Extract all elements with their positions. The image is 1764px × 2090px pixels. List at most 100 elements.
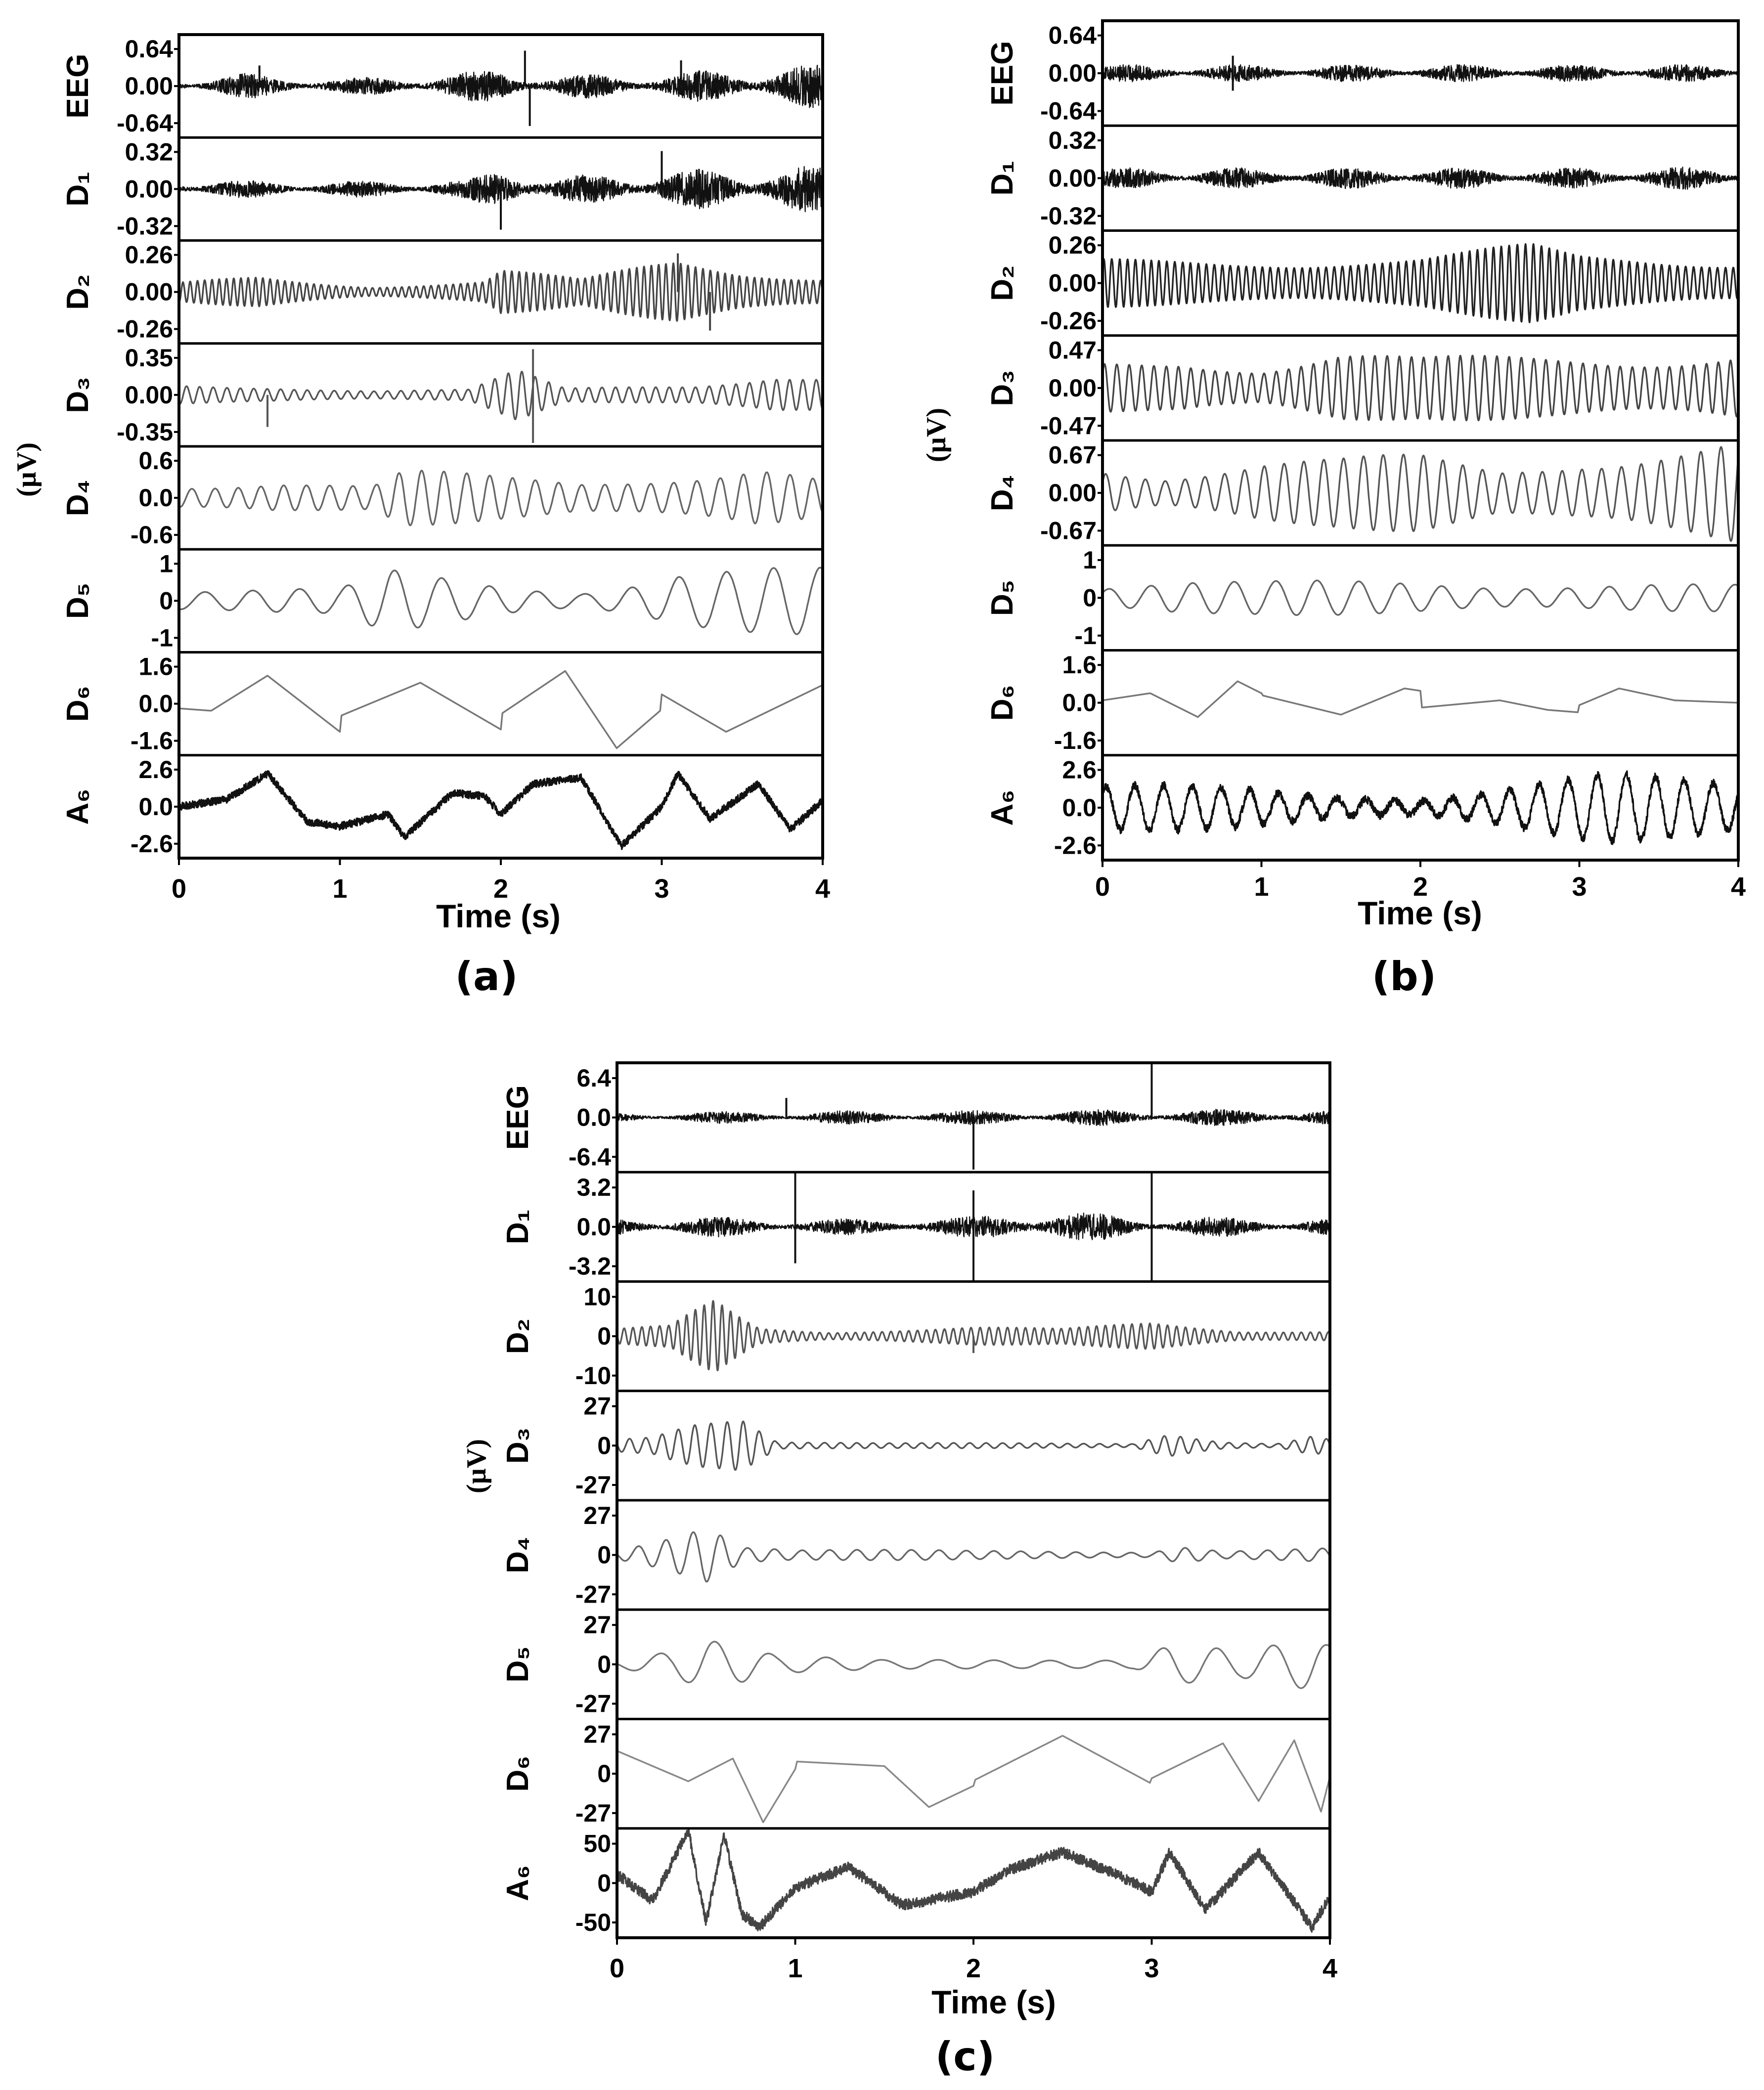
series-line-d3 [1102,354,1739,422]
series-line-d2 [1102,243,1739,323]
row-label-a6: A₆ [985,789,1019,826]
series-line-d6 [1102,680,1739,718]
row-label-d3: D₃ [501,1428,535,1464]
y-tick-label: 0 [597,1651,611,1678]
panel-c-caption: (c) [935,2034,995,2080]
y-tick-label: 0 [159,587,173,614]
x-tick-label: 2 [966,1954,981,1983]
y-tick-label: 0 [597,1432,611,1459]
y-tick-label: -10 [575,1362,611,1390]
y-tick-label: -27 [575,1690,611,1718]
subplot-d4: 0.6 0.0 -0.6 D₄ [61,445,824,549]
y-tick-label: -0.26 [117,315,173,343]
y-tick-label: -0.64 [117,109,173,137]
row-label-eeg: EEG [61,54,95,119]
y-tick-label: 0.0 [1062,689,1097,717]
series-line-d1 [1102,167,1739,190]
series-line-d2 [616,1300,1331,1371]
y-tick-label: 0.0 [138,484,173,512]
row-label-eeg: EEG [501,1085,535,1150]
row-label-a6: A₆ [501,1865,535,1901]
y-tick-label: -0.35 [117,418,173,446]
y-tick-label: -0.26 [1040,307,1097,335]
series-line-d5 [178,566,824,635]
y-tick-label: 0 [597,1869,611,1897]
subplot-d2: 0.26 0.00 -0.26 D₂ [61,239,824,343]
y-tick-label: 0.00 [1049,59,1097,87]
y-tick-label: 0.00 [125,278,173,306]
y-tick-label: -0.47 [1040,412,1097,439]
y-tick-label: -0.6 [131,521,173,549]
subplot-d2: 10 0 -10 D₂ [501,1280,1331,1390]
y-tick-label: 0.67 [1049,441,1097,469]
y-tick-label: 1.6 [1062,651,1097,679]
x-tick-label: 2 [1413,872,1428,902]
row-label-d2: D₂ [985,265,1019,301]
row-label-d5: D₅ [985,580,1019,616]
series-line-a6 [178,770,824,850]
y-tick-label: 0 [1083,584,1097,611]
subplot-eeg: 0.64 0.00 -0.64 EEG [985,22,1739,125]
y-tick-label: 0.26 [1049,231,1097,259]
y-tick-label: 6.4 [576,1064,611,1092]
y-tick-label: 0.32 [1049,127,1097,154]
panel-a-x-axis-title: Time (s) [436,898,561,934]
y-tick-label: 1 [159,550,173,577]
subplot-a6: 2.6 0.0 -2.6 A₆ [985,754,1739,859]
panel-b-unit-label: (µV) [921,408,952,462]
y-tick-label: 0.00 [1049,269,1097,297]
series-line-d2 [178,262,824,322]
panel-b: (µV) 0.640.00-0.64EEG0.320.00-0.32D₁0.26… [921,19,1746,1000]
y-tick-label: 27 [583,1720,611,1748]
y-tick-label: 0.0 [576,1213,611,1241]
panel-a-unit-label: (µV) [11,442,42,497]
series-line-eeg [1102,64,1739,83]
panel-b-caption: (b) [1372,954,1436,1000]
y-tick-label: 3.2 [576,1174,611,1201]
x-tick-label: 4 [1323,1954,1337,1983]
y-tick-label: 2.6 [138,756,173,784]
row-label-d4: D₄ [501,1536,535,1573]
y-tick-label: 0.26 [125,241,173,269]
series-line-d5 [616,1641,1331,1689]
subplot-d6: 1.6 0.0 -1.6 D₆ [985,649,1739,754]
y-tick-label: -0.67 [1040,517,1097,545]
panel-a: (µV) 0.640.00-0.64EEG0.320.00-0.32D₁0.26… [11,33,830,1000]
y-tick-label: -27 [575,1471,611,1499]
y-tick-label: 1.6 [138,653,173,681]
row-label-d4: D₄ [61,479,95,516]
y-tick-label: -1 [1075,622,1097,650]
row-label-d2: D₂ [61,274,95,309]
series-line-d5 [1102,579,1739,616]
y-tick-label: 50 [583,1830,611,1858]
row-label-d1: D₁ [61,172,95,206]
x-tick-label: 2 [493,874,508,904]
row-label-d3: D₃ [985,370,1019,406]
row-label-d1: D₁ [501,1210,535,1244]
subplot-d1: 0.32 0.00 -0.32 D₁ [985,124,1739,230]
y-tick-label: 0.64 [125,35,174,63]
panel-c-subplots: 6.40.0-6.4EEG3.20.0-3.2D₁100-10D₂270-27D… [501,1061,1337,1983]
series-line-a6 [1102,770,1739,845]
panel-c: (µV) 6.40.0-6.4EEG3.20.0-3.2D₁100-10D₂27… [461,1061,1337,2080]
panel-a-caption: (a) [455,954,518,1000]
x-tick-label: 4 [1731,872,1746,902]
series-line-d6 [178,670,824,749]
subplot-d3: 0.47 0.00 -0.47 D₃ [985,334,1739,439]
series-line-d1 [178,166,824,213]
y-tick-label: 27 [583,1393,611,1420]
y-tick-label: -0.32 [117,212,173,240]
row-label-d4: D₄ [985,475,1019,511]
y-tick-label: 0 [597,1541,611,1569]
y-tick-label: 0.00 [1049,479,1097,507]
row-label-d5: D₅ [501,1646,535,1682]
subplot-a6: 50 0 -50 A₆ [501,1827,1331,1936]
y-tick-label: -3.2 [569,1253,611,1280]
series-line-d4 [616,1531,1331,1583]
subplot-d3: 0.35 0.00 -0.35 D₃ [61,342,824,446]
y-tick-label: -0.32 [1040,202,1097,230]
y-tick-label: -50 [575,1909,611,1936]
row-label-d1: D₁ [985,161,1019,195]
y-tick-label: 0.00 [1049,164,1097,192]
y-tick-label: 0.00 [125,72,173,100]
